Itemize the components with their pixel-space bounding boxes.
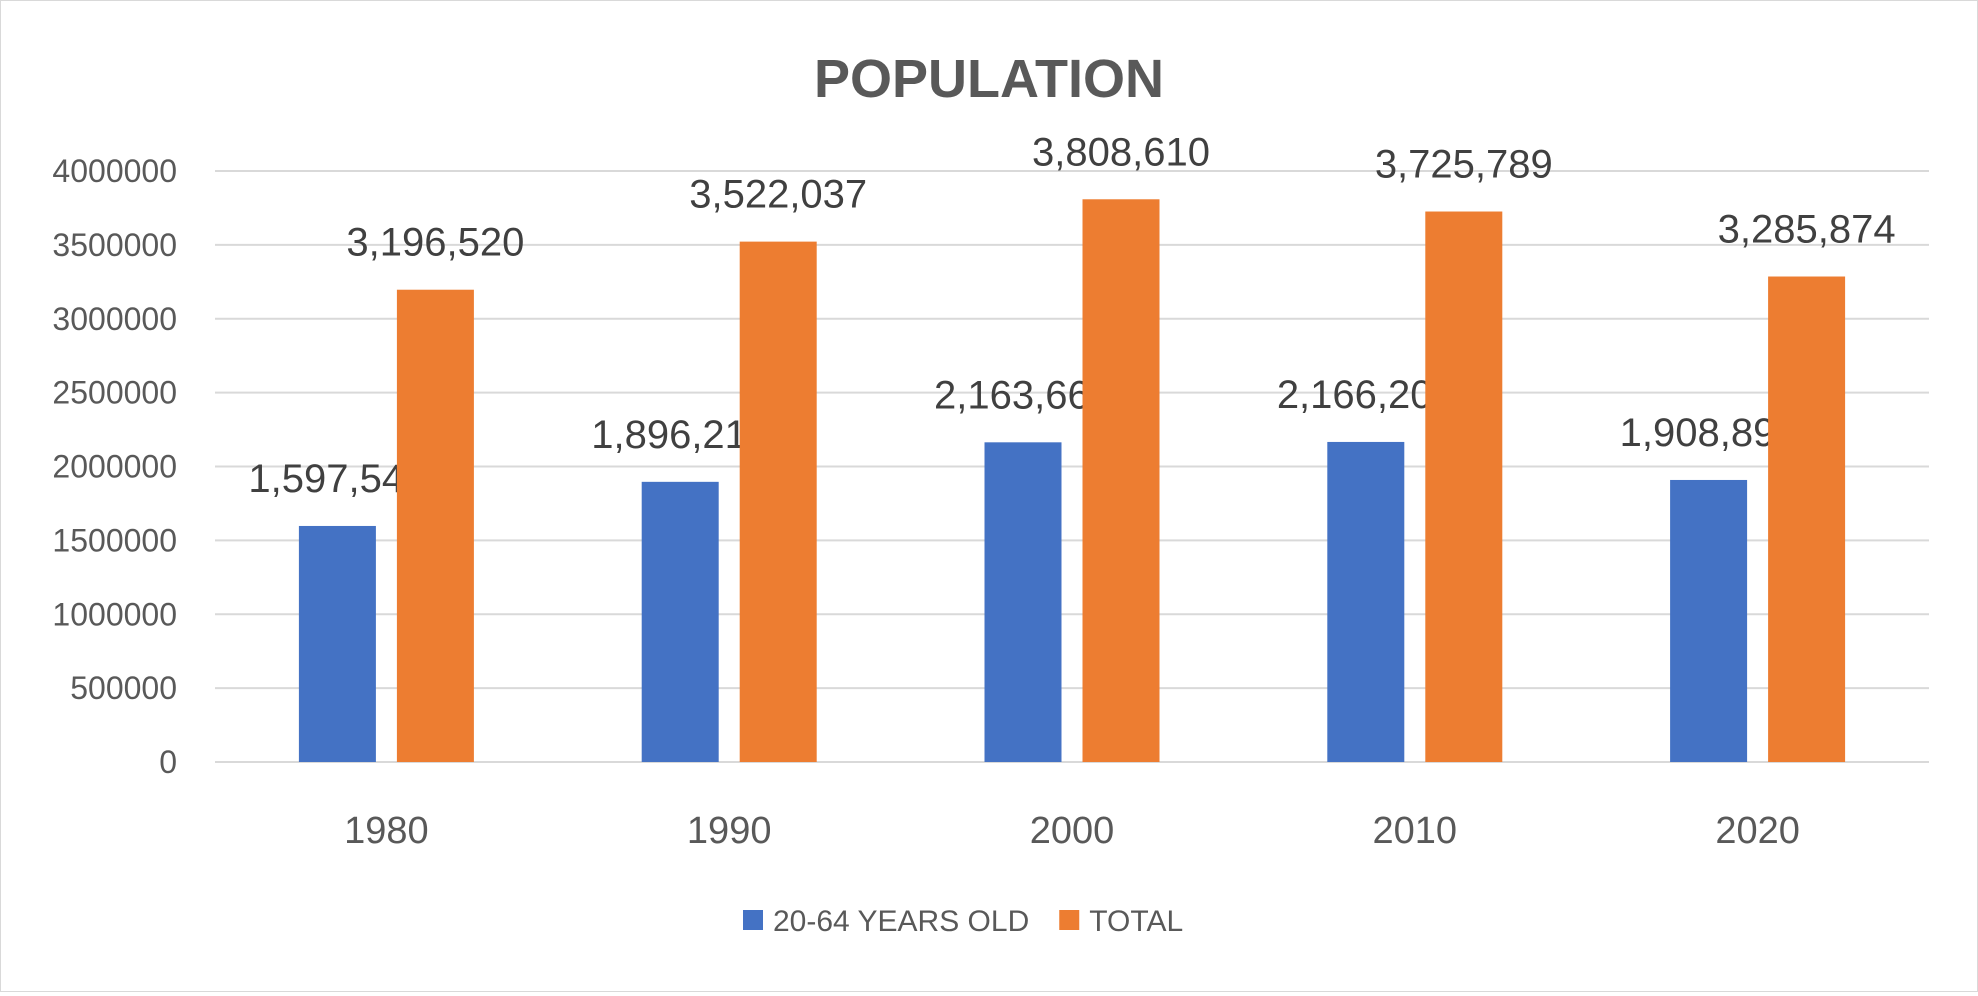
bar-total-2010: [1425, 211, 1503, 763]
y-tick-label: 2000000: [52, 449, 177, 485]
bar-20-64-2020: [1670, 479, 1748, 762]
bar-total-2000: [1082, 199, 1160, 762]
data-label: 2,166,201: [1277, 373, 1455, 417]
x-tick-label: 2000: [1030, 810, 1115, 852]
chart-title: POPULATION: [814, 49, 1164, 109]
data-label: 1,908,898: [1620, 411, 1798, 455]
bar-20-64-1990: [641, 481, 719, 762]
data-label: 3,808,610: [1032, 130, 1210, 174]
bar-total-1990: [739, 241, 817, 763]
x-tick-label: 2010: [1373, 810, 1458, 852]
data-label: 1,597,543: [248, 457, 426, 501]
x-tick-label: 1990: [687, 810, 772, 852]
y-tick-label: 3000000: [52, 301, 177, 337]
bar-20-64-2000: [984, 442, 1062, 762]
data-label: 3,522,037: [689, 173, 867, 217]
data-label: 3,285,874: [1718, 208, 1896, 252]
y-tick-label: 1500000: [52, 522, 177, 558]
legend-swatch: [1059, 910, 1080, 930]
bar-20-64-2010: [1327, 441, 1405, 762]
x-tick-label: 2020: [1715, 810, 1800, 852]
legend-label: 20-64 YEARS OLD: [773, 905, 1029, 938]
bar-total-1980: [396, 289, 474, 762]
y-tick-label: 2500000: [52, 375, 177, 411]
bar-20-64-1980: [298, 525, 376, 762]
y-tick-label: 0: [159, 744, 177, 780]
data-label: 2,163,669: [934, 373, 1112, 417]
x-tick-label: 1980: [344, 810, 429, 852]
y-tick-label: 500000: [70, 670, 177, 706]
bar-total-2020: [1768, 276, 1846, 762]
data-label: 3,725,789: [1375, 143, 1553, 187]
data-label: 1,896,217: [591, 413, 769, 457]
legend-swatch: [743, 910, 763, 930]
data-label: 3,196,520: [346, 221, 524, 265]
y-tick-label: 1000000: [52, 596, 177, 632]
y-tick-label: 4000000: [52, 153, 177, 189]
legend-label: TOTAL: [1089, 905, 1183, 938]
y-tick-label: 3500000: [52, 227, 177, 263]
